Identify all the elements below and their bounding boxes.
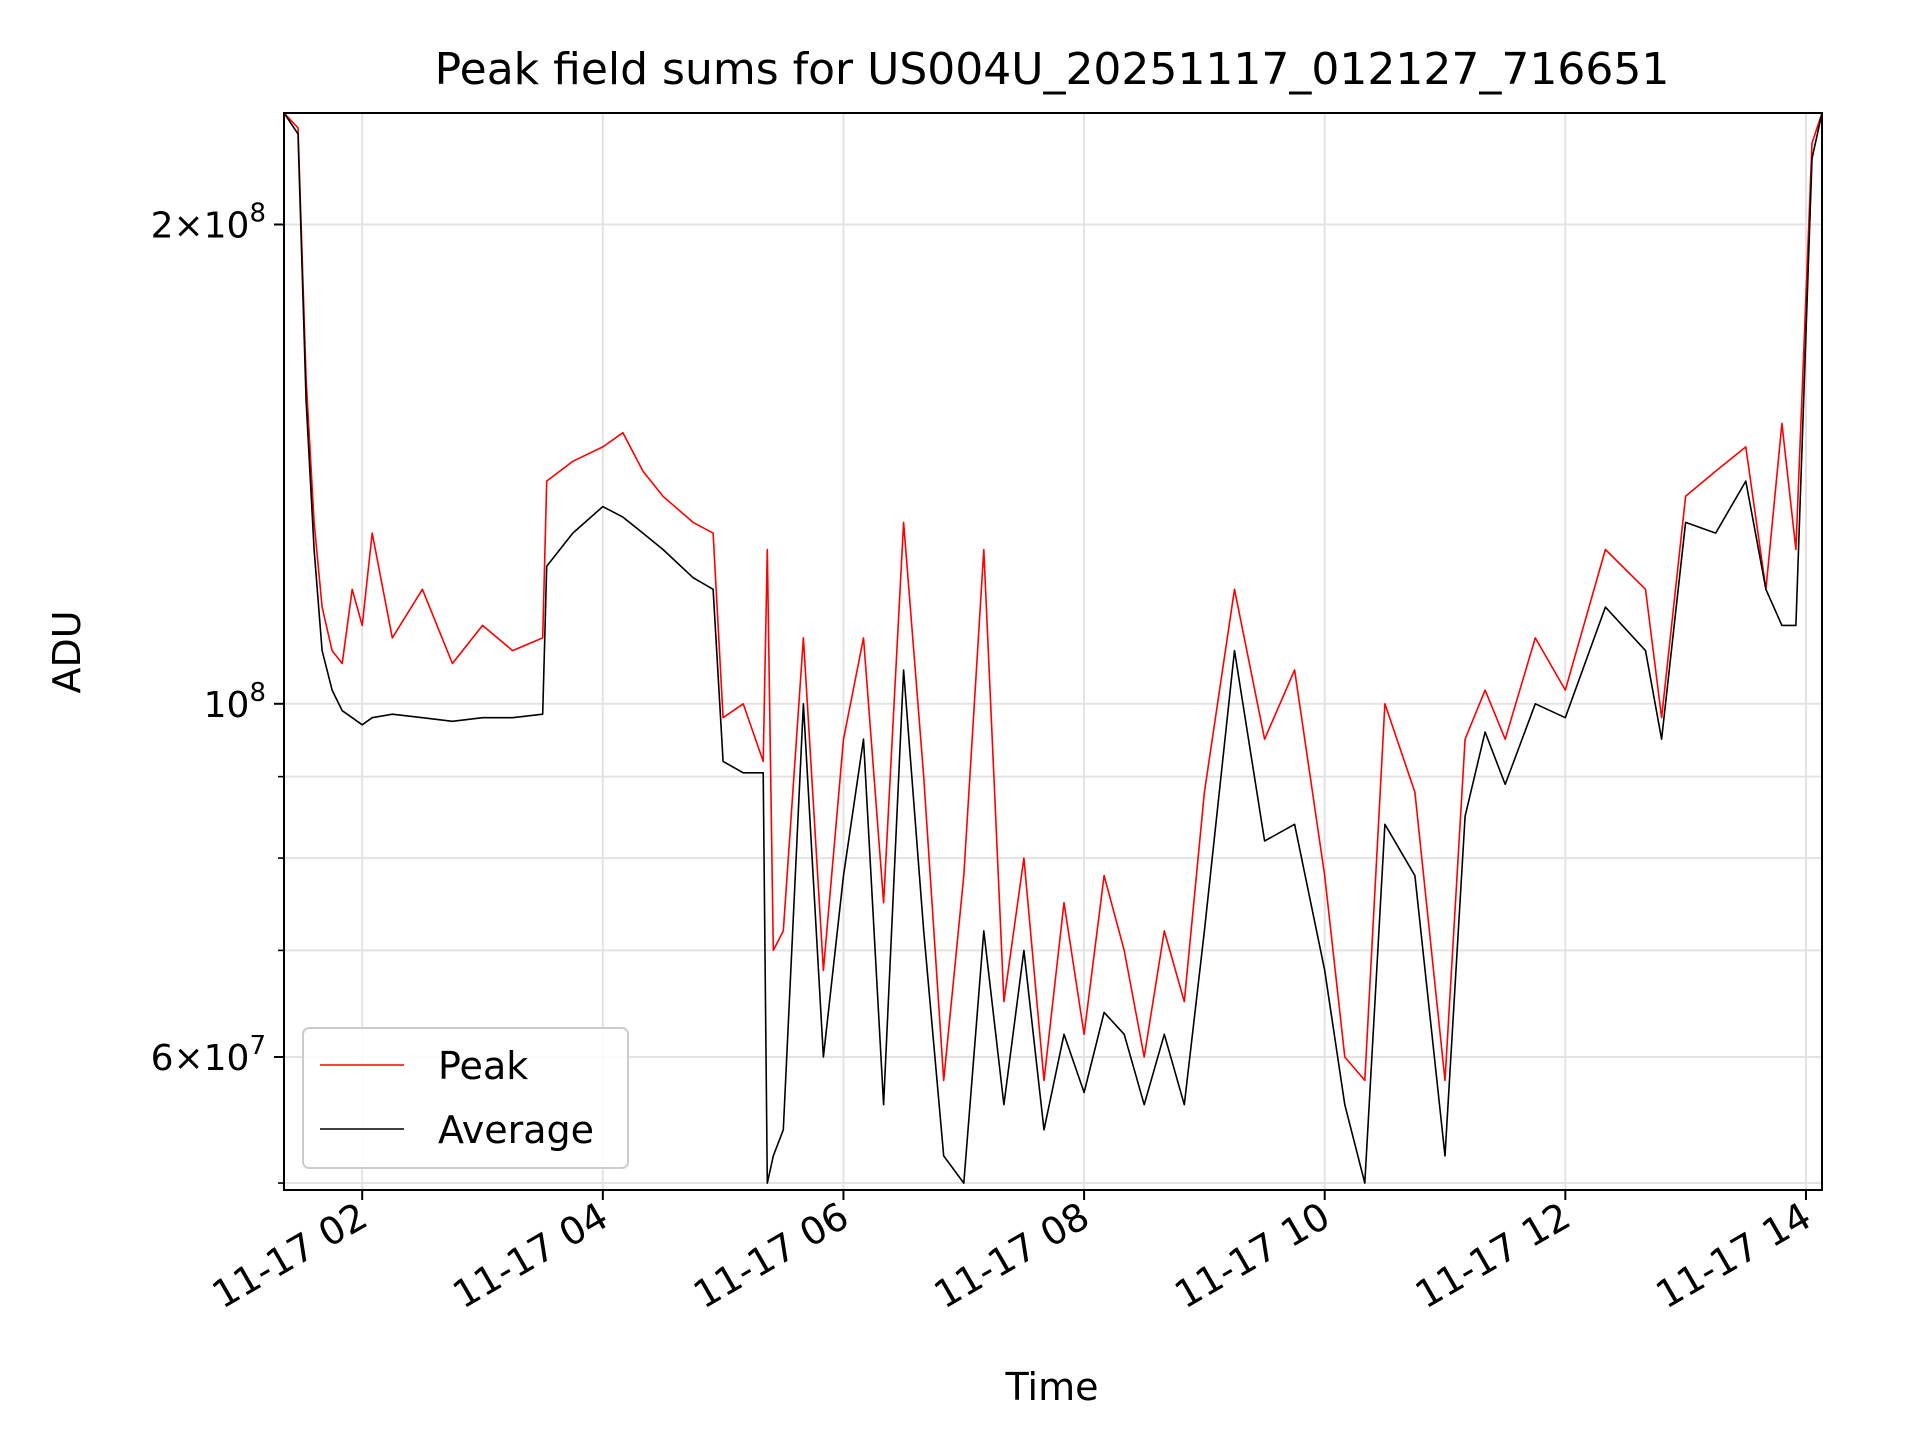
grid — [284, 113, 1822, 1190]
legend-label-average: Average — [438, 1108, 594, 1152]
series-line-peak — [284, 113, 1822, 1082]
y-tick-label: 2×108 — [151, 199, 266, 247]
series-line-average — [284, 113, 1822, 1184]
legend-box — [302, 1027, 629, 1169]
y-tick-label: 6×107 — [151, 1031, 266, 1079]
chart-title: Peak field sums for US004U_20251117_0121… — [435, 44, 1670, 95]
plot-area — [284, 113, 1822, 1184]
x-axis-label: Time — [1005, 1365, 1099, 1409]
legend: Peak Average — [302, 1027, 629, 1169]
y-tick-label: 108 — [204, 678, 266, 726]
axes-frame — [283, 112, 1823, 1191]
y-axis-label: ADU — [45, 610, 89, 693]
legend-label-peak: Peak — [438, 1044, 528, 1088]
y-axis: 2×108 108 6×107 — [151, 199, 284, 1184]
